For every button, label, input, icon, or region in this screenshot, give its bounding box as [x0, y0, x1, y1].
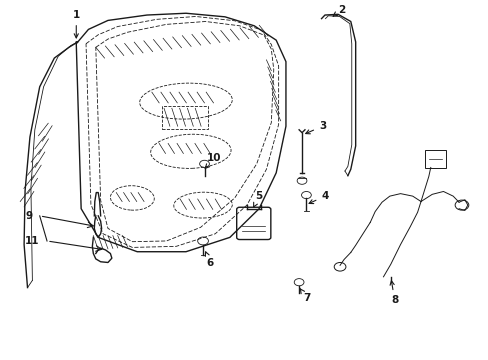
Text: 8: 8: [389, 281, 398, 305]
Text: 6: 6: [205, 252, 214, 268]
Text: 4: 4: [308, 191, 328, 203]
Text: 2: 2: [332, 5, 345, 16]
Text: 7: 7: [299, 288, 310, 303]
Text: 1: 1: [73, 10, 80, 38]
Text: 11: 11: [25, 236, 40, 246]
Text: 10: 10: [205, 153, 221, 168]
Text: 3: 3: [305, 121, 325, 134]
Text: 9: 9: [25, 211, 32, 221]
Text: 5: 5: [253, 191, 262, 207]
